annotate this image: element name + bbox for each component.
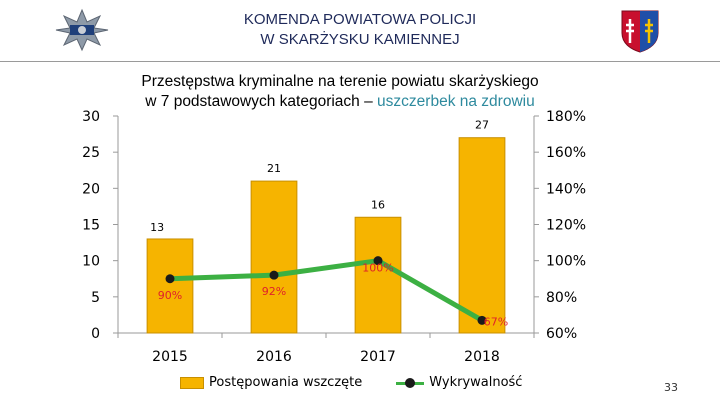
y-left-tick-label: 30 xyxy=(82,109,100,125)
coat-of-arms-icon xyxy=(621,10,659,53)
y-left-tick-label: 25 xyxy=(82,145,100,161)
y-left-tick-label: 15 xyxy=(82,218,100,234)
y-left-tick-label: 0 xyxy=(91,326,100,342)
bar-value-label: 16 xyxy=(371,198,385,211)
bar-2017 xyxy=(354,216,402,334)
police-star-logo-icon xyxy=(55,8,109,52)
y-left-tick-label: 10 xyxy=(82,254,100,270)
chart-title-line1: Przestępstwa kryminalne na terenie powia… xyxy=(141,73,539,90)
bar-2018 xyxy=(458,137,506,334)
header-divider xyxy=(0,61,720,62)
legend: Postępowania wszczęte Wykrywalność xyxy=(180,375,522,390)
line-value-label: 100% xyxy=(362,262,393,275)
line-point-2017 xyxy=(373,256,383,266)
line-point-2016 xyxy=(269,270,279,280)
line-value-label: 92% xyxy=(262,285,286,298)
organization-title-line2: W SKARŻYSKU KAMIENNEJ xyxy=(260,31,460,48)
y-left-tick-label: 5 xyxy=(91,290,100,306)
bar-value-label: 13 xyxy=(150,221,164,234)
y-right-tick-label: 160% xyxy=(546,145,586,161)
y-right-tick-label: 140% xyxy=(546,181,586,197)
chart-title: Przestępstwa kryminalne na terenie powia… xyxy=(95,72,585,112)
bar-value-label: 27 xyxy=(475,119,489,132)
line-point-2018 xyxy=(477,315,487,325)
y-right-tick-label: 120% xyxy=(546,218,586,234)
bar-2015 xyxy=(146,238,194,334)
line-wykrywalnosc xyxy=(169,258,484,323)
bar-value-label: 21 xyxy=(267,162,281,175)
line-value-label: 67% xyxy=(484,315,508,328)
x-tick-label: 2018 xyxy=(464,349,500,365)
legend-bar-label: Postępowania wszczęte xyxy=(209,375,363,390)
legend-line-label: Wykrywalność xyxy=(429,375,523,390)
chart-title-line2: w 7 podstawowych kategoriach – uszczerbe… xyxy=(95,92,585,112)
y-left-tick-label: 20 xyxy=(82,181,100,197)
x-tick-label: 2017 xyxy=(360,349,396,365)
chart-title-line2-prefix: w 7 podstawowych kategoriach – xyxy=(145,93,378,110)
y-right-tick-label: 180% xyxy=(546,109,586,125)
y-right-tick-label: 100% xyxy=(546,254,586,270)
y-right-tick-label: 60% xyxy=(546,326,577,342)
legend-line-swatch xyxy=(396,377,425,389)
header: KOMENDA POWIATOWA POLICJI W SKARŻYSKU KA… xyxy=(0,0,720,62)
y-right-tick-label: 80% xyxy=(546,290,577,306)
chart-title-highlight: uszczerbek na zdrowiu xyxy=(377,93,535,110)
organization-title-line1: KOMENDA POWIATOWA POLICJI xyxy=(243,11,477,28)
line-value-label: 90% xyxy=(158,289,182,302)
line-point-2015 xyxy=(165,274,175,284)
x-tick-label: 2015 xyxy=(152,349,188,365)
x-tick-label: 2016 xyxy=(256,349,292,365)
legend-bar-swatch xyxy=(180,376,204,389)
page-number: 33 xyxy=(664,381,678,394)
organization-title: KOMENDA POWIATOWA POLICJI W SKARŻYSKU KA… xyxy=(170,10,550,50)
bar-2016 xyxy=(250,180,298,334)
